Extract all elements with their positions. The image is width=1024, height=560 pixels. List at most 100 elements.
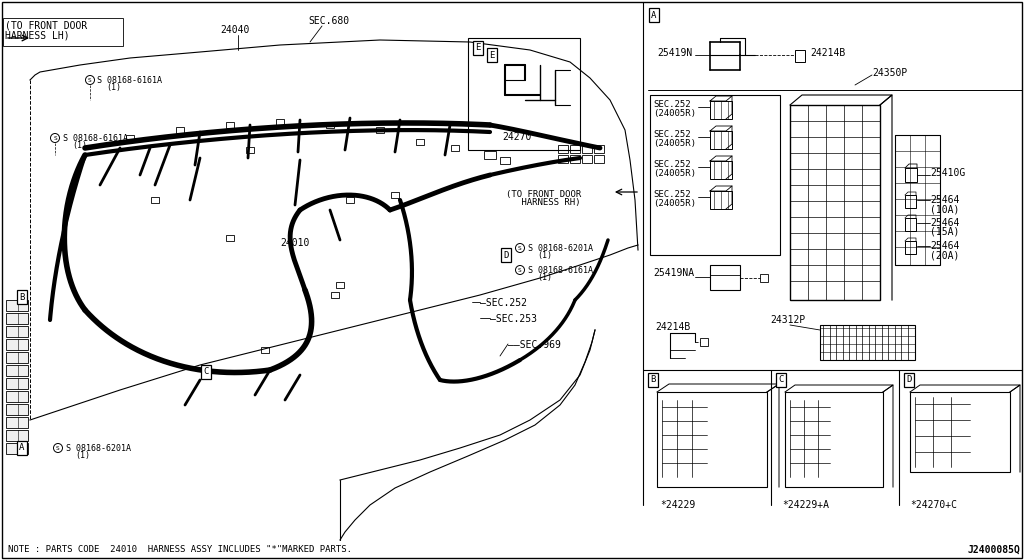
Bar — [336, 282, 344, 288]
Bar — [700, 338, 708, 346]
Text: J2400085Q: J2400085Q — [967, 545, 1020, 555]
Bar — [246, 147, 254, 153]
Bar — [176, 127, 184, 133]
Bar — [416, 139, 424, 145]
Text: 24010: 24010 — [280, 238, 309, 248]
Text: (TO FRONT DOOR: (TO FRONT DOOR — [506, 190, 582, 199]
Bar — [710, 191, 732, 209]
Bar — [376, 127, 384, 133]
Text: *24229: *24229 — [660, 500, 695, 510]
Text: S: S — [518, 245, 522, 250]
Text: *24270+C: *24270+C — [910, 500, 957, 510]
Bar — [6, 339, 28, 350]
Bar — [391, 192, 399, 198]
Bar — [657, 392, 767, 487]
Text: B: B — [19, 292, 25, 301]
Text: *24229+A: *24229+A — [782, 500, 829, 510]
Bar — [484, 151, 496, 159]
Bar — [6, 352, 28, 363]
Text: S 08168-6161A: S 08168-6161A — [63, 134, 128, 143]
Text: (24005R): (24005R) — [653, 139, 696, 148]
Text: C: C — [204, 367, 209, 376]
Bar — [795, 50, 805, 62]
Text: A: A — [19, 444, 25, 452]
Bar — [905, 195, 916, 208]
Text: S 08168-6201A: S 08168-6201A — [66, 444, 131, 453]
Text: 25419N: 25419N — [657, 48, 692, 58]
Text: S: S — [56, 446, 59, 450]
Text: 24040: 24040 — [220, 25, 250, 35]
Text: S: S — [88, 77, 92, 82]
Text: —SEC.252: —SEC.252 — [480, 298, 527, 308]
Text: S 08168-6201A: S 08168-6201A — [528, 244, 593, 253]
Bar — [468, 38, 580, 150]
Bar — [710, 265, 740, 290]
Text: ——SEC.969: ——SEC.969 — [508, 340, 561, 350]
Bar — [6, 326, 28, 337]
Bar — [594, 145, 604, 153]
Text: 24214B: 24214B — [810, 48, 845, 58]
Bar — [3, 18, 123, 46]
Text: (1): (1) — [537, 273, 552, 282]
Text: S 08168-6161A: S 08168-6161A — [97, 76, 162, 85]
Bar — [6, 391, 28, 402]
Bar — [594, 155, 604, 163]
Text: SEC.252: SEC.252 — [653, 160, 690, 169]
Bar — [570, 145, 580, 153]
Text: 25419NA: 25419NA — [653, 268, 694, 278]
Text: 25410G: 25410G — [930, 168, 966, 178]
Bar — [226, 235, 234, 241]
Text: NOTE : PARTS CODE  24010  HARNESS ASSY INCLUDES "*"MARKED PARTS.: NOTE : PARTS CODE 24010 HARNESS ASSY INC… — [8, 545, 352, 554]
Bar — [6, 300, 28, 311]
Bar — [760, 274, 768, 282]
Bar — [451, 145, 459, 151]
Bar — [820, 325, 915, 360]
Text: 25464: 25464 — [930, 218, 959, 228]
Bar — [558, 145, 568, 153]
Bar — [905, 168, 918, 182]
Text: (1): (1) — [106, 83, 121, 92]
Text: S 08168-6161A: S 08168-6161A — [528, 266, 593, 275]
Text: 25464: 25464 — [930, 195, 959, 205]
Text: A: A — [651, 11, 656, 20]
Bar — [226, 122, 234, 128]
Text: (24005R): (24005R) — [653, 109, 696, 118]
Bar — [326, 122, 334, 128]
Text: (20A): (20A) — [930, 250, 959, 260]
Bar — [905, 241, 916, 254]
Text: 24214B: 24214B — [655, 322, 690, 332]
Bar — [895, 135, 940, 265]
Bar — [710, 101, 732, 119]
Text: (24005R): (24005R) — [653, 199, 696, 208]
Bar — [790, 105, 880, 300]
Bar — [785, 392, 883, 487]
Text: 25464: 25464 — [930, 241, 959, 251]
Bar — [905, 218, 916, 231]
Text: SEC.252: SEC.252 — [653, 130, 690, 139]
Text: (1): (1) — [537, 251, 552, 260]
Text: S: S — [518, 268, 522, 273]
Bar — [276, 119, 284, 125]
Text: S: S — [53, 136, 57, 141]
Text: 24270: 24270 — [502, 132, 531, 142]
Bar — [331, 292, 339, 298]
Bar — [261, 347, 269, 353]
Text: (24005R): (24005R) — [653, 169, 696, 178]
Bar — [6, 313, 28, 324]
Bar — [6, 404, 28, 415]
Text: SEC.680: SEC.680 — [308, 16, 349, 26]
Text: 24350P: 24350P — [872, 68, 907, 78]
Text: B: B — [650, 376, 655, 385]
Bar — [126, 135, 134, 141]
Text: E: E — [475, 44, 480, 53]
Bar — [6, 378, 28, 389]
Bar — [650, 95, 780, 255]
Text: (TO FRONT DOOR: (TO FRONT DOOR — [5, 20, 87, 30]
Bar — [570, 155, 580, 163]
Bar — [6, 443, 28, 454]
Text: D: D — [504, 250, 509, 259]
Bar — [500, 157, 510, 164]
Bar — [346, 197, 354, 203]
Bar — [558, 155, 568, 163]
Text: (1): (1) — [72, 141, 87, 150]
